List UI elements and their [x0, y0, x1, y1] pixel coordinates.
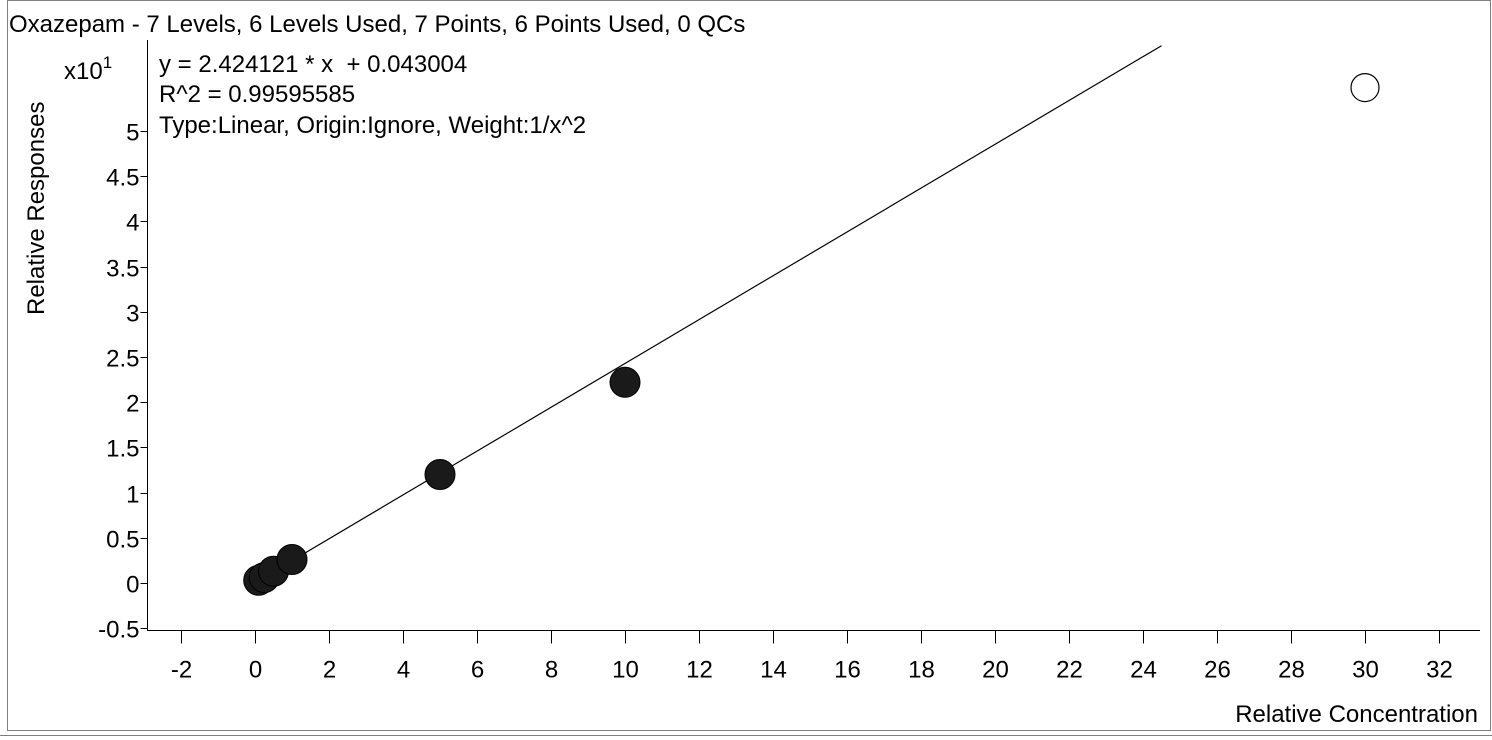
x-axis-ticks: -2 0 2 4 6 8 10 12 14 16 18 20 22 24 26 28 30 32 [171, 630, 1453, 684]
used-calibration-point [424, 459, 456, 491]
fit-line-group [254, 45, 1162, 584]
x-tick-label: 16 [834, 657, 861, 684]
y-tick-label: 0 [126, 572, 139, 599]
x-axis-label: Relative Concentration [1235, 701, 1478, 728]
x-tick-label: 6 [471, 657, 484, 684]
regression-line [254, 45, 1162, 584]
x-tick-label: 10 [612, 657, 639, 684]
x-tick-label: 14 [760, 657, 787, 684]
x-tick-label: 22 [1056, 657, 1083, 684]
x-tick-label: 32 [1426, 657, 1453, 684]
x-tick-label: 26 [1204, 657, 1231, 684]
x-tick-label: 30 [1352, 657, 1379, 684]
x-tick-label: 20 [982, 657, 1009, 684]
x-tick-label: -2 [171, 657, 192, 684]
y-tick-label: 1.5 [106, 436, 139, 463]
x-tick-label: 8 [545, 657, 558, 684]
y-axis-ticks: -0.5 0 0.5 1 1.5 2 2.5 3 3.5 4 4.5 5 [98, 120, 148, 644]
chart-frame [7, 0, 1491, 731]
x-tick-label: 28 [1278, 657, 1305, 684]
fit-info: Type:Linear, Origin:Ignore, Weight:1/x^2 [159, 112, 586, 139]
y-tick-label: 1 [126, 482, 139, 509]
data-points [243, 73, 1380, 596]
x-tick-label: 18 [908, 657, 935, 684]
y-tick-label: -0.5 [98, 617, 139, 644]
x-tick-label: 0 [249, 657, 262, 684]
y-tick-label: 0.5 [106, 527, 139, 554]
used-calibration-point [276, 543, 308, 575]
regression-equation: y = 2.424121 * x + 0.043004 [159, 51, 467, 78]
chart-title: Oxazepam - 7 Levels, 6 Levels Used, 7 Po… [9, 11, 745, 38]
y-multiplier-base: x10 [64, 58, 103, 85]
y-tick-label: 4.5 [106, 165, 139, 192]
x-tick-label: 4 [397, 657, 410, 684]
y-tick-label: 3 [126, 301, 139, 328]
y-tick-label: 2 [126, 391, 139, 418]
excluded-calibration-point [1350, 73, 1380, 103]
r-squared: R^2 = 0.99595585 [159, 81, 355, 108]
y-tick-label: 5 [126, 120, 139, 147]
y-axis-label: Relative Responses [23, 102, 50, 315]
x-tick-label: 2 [323, 657, 336, 684]
x-tick-label: 24 [1130, 657, 1157, 684]
x-tick-label: 12 [686, 657, 713, 684]
y-tick-label: 4 [126, 210, 139, 237]
used-calibration-point [609, 366, 641, 398]
y-tick-label: 2.5 [106, 346, 139, 373]
y-multiplier-exponent: 1 [103, 53, 112, 72]
y-multiplier: x101 [64, 53, 112, 85]
y-tick-label: 3.5 [106, 256, 139, 283]
